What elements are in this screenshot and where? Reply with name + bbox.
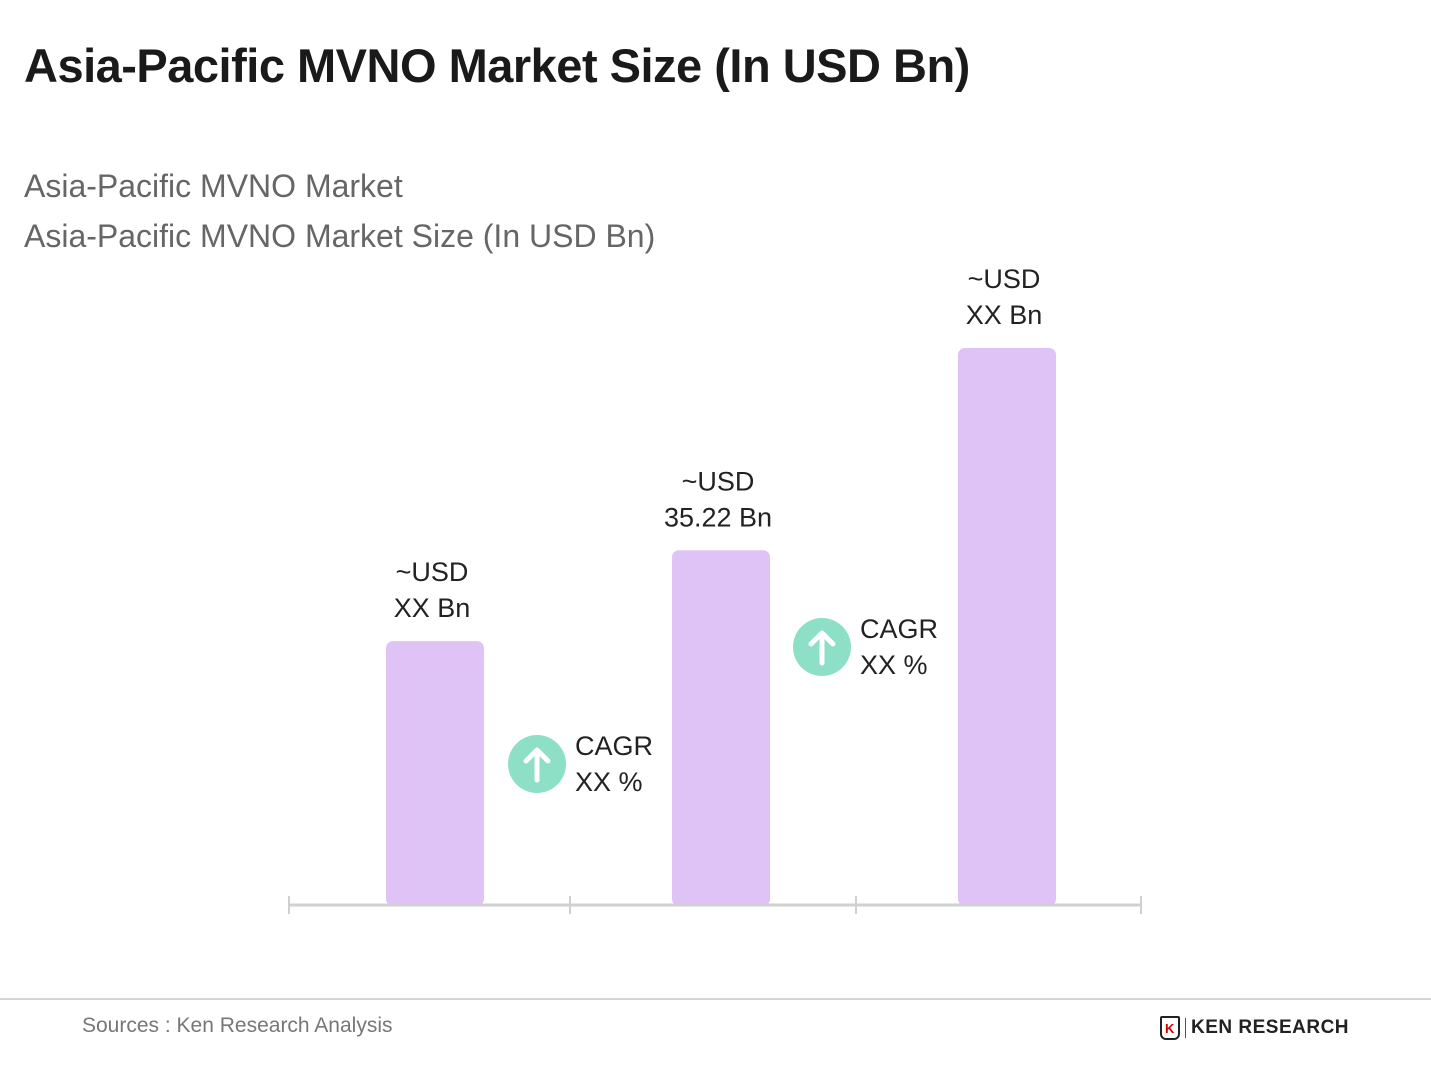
chart-title: Asia-Pacific MVNO Market Size (In USD Bn… (24, 39, 970, 92)
ken-research-logo: K KEN RESEARCH (1160, 1016, 1349, 1040)
arrow-up-icon (523, 747, 551, 783)
logo-text: KEN RESEARCH (1191, 1017, 1350, 1038)
footer-divider (0, 998, 1431, 1000)
data-label: ~USD (396, 557, 469, 587)
source-note: Sources : Ken Research Analysis (82, 1014, 393, 1037)
logo-k-icon: K (1160, 1016, 1180, 1040)
bar (386, 641, 484, 906)
arrow-up-icon (808, 630, 836, 666)
data-label: XX Bn (966, 300, 1043, 330)
chart-subtitle-2: Asia-Pacific MVNO Market Size (In USD Bn… (24, 218, 656, 254)
data-label: 35.22 Bn (664, 502, 772, 532)
cagr-label: XX % (860, 650, 928, 680)
data-label: XX Bn (394, 593, 471, 623)
data-label: ~USD (682, 466, 755, 496)
cagr-label: CAGR (860, 614, 938, 644)
bar (958, 348, 1056, 906)
bar (672, 550, 770, 906)
cagr-label: XX % (575, 767, 643, 797)
data-label: ~USD (968, 264, 1041, 294)
chart-subtitle: Asia-Pacific MVNO Market (24, 168, 403, 204)
bar-chart: ~USD XX Bn ~USD 35.22 Bn ~USD XX Bn CAGR XX % CA… (288, 264, 1142, 914)
cagr-label: CAGR (575, 731, 653, 761)
logo-divider (1185, 1018, 1186, 1038)
